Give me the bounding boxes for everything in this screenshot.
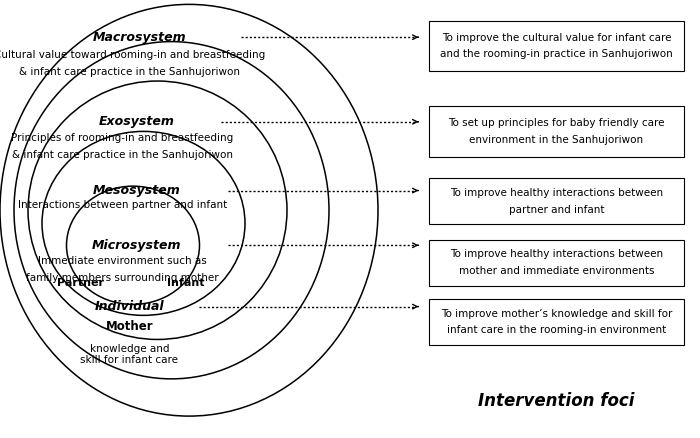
Text: Mesosystem: Mesosystem: [92, 184, 181, 197]
Text: Immediate environment such as: Immediate environment such as: [38, 256, 207, 265]
Text: Partner: Partner: [57, 278, 104, 287]
Text: Individual: Individual: [94, 300, 164, 313]
Text: partner and infant: partner and infant: [509, 205, 604, 215]
Text: family members surrounding mother: family members surrounding mother: [26, 273, 219, 283]
Text: To improve healthy interactions between: To improve healthy interactions between: [450, 250, 663, 259]
Text: To improve mother’s knowledge and skill for: To improve mother’s knowledge and skill …: [441, 309, 672, 318]
Text: Infant: Infant: [167, 278, 204, 287]
Text: Exosystem: Exosystem: [99, 115, 174, 128]
Text: & infant care practice in the Sanhujoriwon: & infant care practice in the Sanhujoriw…: [12, 151, 233, 160]
Text: To improve the cultural value for infant care: To improve the cultural value for infant…: [442, 33, 671, 42]
Text: mother and immediate environments: mother and immediate environments: [458, 266, 654, 276]
Text: To set up principles for baby friendly care: To set up principles for baby friendly c…: [448, 118, 665, 128]
Text: infant care in the rooming-in environment: infant care in the rooming-in environmen…: [447, 325, 666, 335]
Text: Interactions between partner and infant: Interactions between partner and infant: [18, 200, 227, 210]
Text: Mother: Mother: [106, 320, 153, 333]
Text: & infant care practice in the Sanhujoriwon: & infant care practice in the Sanhujoriw…: [19, 67, 240, 77]
Text: knowledge and
skill for infant care: knowledge and skill for infant care: [80, 344, 178, 365]
Text: environment in the Sanhujoriwon: environment in the Sanhujoriwon: [470, 135, 643, 145]
Text: Principles of rooming-in and breastfeeding: Principles of rooming-in and breastfeedi…: [11, 133, 234, 143]
Text: To improve healthy interactions between: To improve healthy interactions between: [450, 188, 663, 198]
Text: Microsystem: Microsystem: [92, 239, 181, 252]
Text: Cultural value toward rooming-in and breastfeeding: Cultural value toward rooming-in and bre…: [0, 50, 265, 60]
Text: Intervention foci: Intervention foci: [478, 392, 635, 410]
Text: Macrosystem: Macrosystem: [93, 31, 187, 44]
Text: and the rooming-in practice in Sanhujoriwon: and the rooming-in practice in Sanhujori…: [440, 49, 673, 59]
